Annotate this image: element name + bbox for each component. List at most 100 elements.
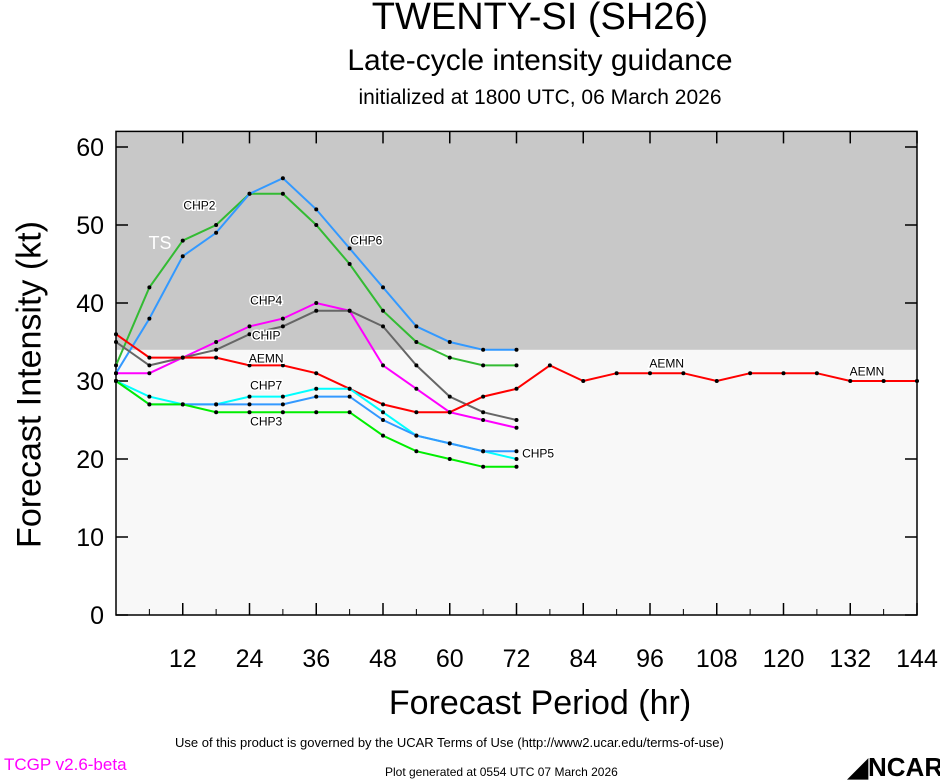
data-point [280, 324, 285, 329]
data-point [280, 394, 285, 399]
data-point [314, 410, 319, 415]
data-point [381, 418, 385, 422]
data-point [481, 363, 486, 368]
data-point [214, 402, 219, 407]
data-point [447, 441, 452, 446]
data-point [214, 410, 219, 415]
data-point [381, 308, 385, 313]
data-point [681, 371, 686, 376]
data-point [381, 285, 385, 290]
data-point [247, 402, 252, 407]
version-label: TCGP v2.6-beta [4, 755, 127, 774]
data-point [414, 449, 419, 454]
ts-label: TS [148, 233, 171, 253]
x-tick-label: 144 [896, 645, 938, 673]
data-point [147, 394, 152, 399]
data-point [280, 316, 285, 321]
below-ts-region [116, 349, 917, 615]
data-point [514, 363, 519, 368]
data-point [347, 394, 352, 399]
data-point [714, 379, 719, 383]
data-point [247, 394, 252, 399]
series-label: CHIP [252, 329, 281, 343]
data-point [180, 355, 185, 360]
x-tick-label: 12 [169, 645, 197, 673]
data-point [414, 324, 419, 329]
data-point [180, 254, 185, 259]
x-tick-label: 120 [763, 645, 805, 673]
x-tick-label: 132 [829, 645, 871, 673]
data-point [848, 379, 853, 383]
data-point [280, 363, 285, 368]
x-tick-label: 84 [569, 645, 597, 673]
ncar-logo: ◢NCAR [848, 752, 940, 782]
series-label: CHP7 [250, 379, 282, 393]
data-point [514, 347, 519, 352]
data-point [414, 410, 419, 415]
data-point [481, 449, 486, 454]
chart-title: TWENTY-SI (SH26) [371, 0, 709, 38]
data-point [247, 410, 252, 415]
terms-of-use: Use of this product is governed by the U… [175, 735, 724, 750]
data-point [214, 355, 219, 360]
data-point [581, 379, 586, 383]
data-point [748, 371, 753, 376]
data-point [347, 410, 352, 415]
y-axis-label: Forecast Intensity (kt) [10, 221, 49, 548]
data-point [314, 386, 319, 391]
data-point [481, 418, 486, 422]
data-point [280, 402, 285, 407]
data-point [514, 449, 519, 454]
data-point [447, 410, 452, 415]
data-point [247, 324, 252, 329]
data-point [381, 433, 385, 438]
data-point [314, 308, 319, 313]
y-tick-label: 20 [76, 446, 104, 474]
data-point [314, 394, 319, 399]
data-point [147, 355, 152, 360]
data-point [114, 371, 118, 376]
data-point [314, 301, 319, 305]
series-label: CHP2 [183, 198, 215, 212]
data-point [114, 363, 118, 368]
x-tick-label: 48 [369, 645, 397, 673]
data-point [481, 410, 486, 415]
init-time: initialized at 1800 UTC, 06 March 2026 [358, 86, 722, 109]
series-label: CHP5 [522, 446, 554, 460]
data-point [414, 363, 419, 368]
data-point [381, 402, 385, 407]
data-point [347, 308, 352, 313]
data-point [447, 457, 452, 461]
series-label: AEMN [249, 351, 284, 365]
chart-subtitle: Late-cycle intensity guidance [347, 44, 733, 77]
generated-time: Plot generated at 0554 UTC 07 March 2026 [385, 765, 618, 779]
data-point [314, 207, 319, 212]
y-tick-label: 10 [76, 524, 104, 552]
data-point [114, 379, 118, 383]
x-tick-label: 72 [503, 645, 531, 673]
data-point [447, 355, 452, 360]
data-point [881, 379, 886, 383]
y-tick-label: 60 [76, 134, 104, 162]
data-point [514, 464, 519, 469]
data-point [481, 394, 486, 399]
data-point [481, 347, 486, 352]
data-point [147, 402, 152, 407]
series-label: CHP6 [350, 234, 382, 248]
x-axis-label: Forecast Period (hr) [388, 684, 692, 722]
series-label: AEMN [850, 365, 885, 379]
data-point [180, 238, 185, 243]
data-point [781, 371, 786, 376]
x-tick-label: 36 [302, 645, 330, 673]
data-point [280, 410, 285, 415]
data-point [280, 191, 285, 196]
data-point [514, 418, 519, 422]
data-point [547, 363, 552, 368]
data-point [915, 379, 919, 383]
data-point [247, 191, 252, 196]
y-tick-label: 0 [90, 602, 104, 630]
data-point [514, 425, 519, 430]
data-point [214, 347, 219, 352]
data-point [314, 371, 319, 376]
